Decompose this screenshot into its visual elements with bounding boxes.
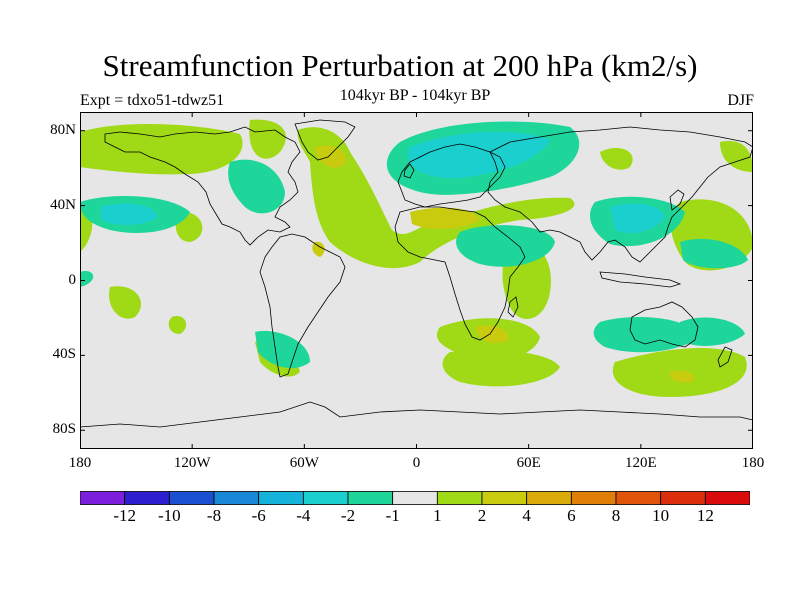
colorbar-label: 4 bbox=[522, 506, 531, 525]
new-zealand-outline bbox=[717, 346, 733, 368]
colorbar-swatch bbox=[615, 491, 662, 505]
colorbar-swatch bbox=[570, 491, 617, 505]
lon-label: 60E bbox=[516, 455, 541, 471]
colorbar-label: -4 bbox=[296, 506, 311, 525]
lon-label: 120W bbox=[173, 455, 211, 471]
colorbar-swatch bbox=[704, 491, 751, 505]
plot-title: Streamfunction Perturbation at 200 hPa (… bbox=[102, 48, 698, 83]
field-layer bbox=[80, 119, 753, 397]
colorbar-swatch bbox=[481, 491, 528, 505]
south-america-outline bbox=[259, 233, 346, 378]
colorbar-swatches bbox=[79, 491, 751, 505]
australia-outline bbox=[629, 301, 699, 348]
lat-label: 80S bbox=[52, 421, 76, 438]
colorbar-label: -1 bbox=[385, 506, 400, 525]
colorbar-label: 6 bbox=[567, 506, 576, 525]
negative-anomaly-2-4 bbox=[100, 131, 665, 234]
colorbar-swatch bbox=[79, 491, 126, 505]
lon-label: 180 bbox=[68, 455, 92, 471]
lon-label: 180 bbox=[741, 455, 765, 471]
colorbar-label: -12 bbox=[113, 506, 136, 525]
lon-label: 60W bbox=[289, 455, 319, 471]
experiment-label: Expt = tdxo51-tdwz51 bbox=[80, 92, 225, 109]
colorbar-swatch bbox=[436, 491, 483, 505]
colorbar-label: -6 bbox=[251, 506, 266, 525]
lat-label: 40N bbox=[50, 196, 76, 213]
colorbar-swatch bbox=[213, 491, 260, 505]
lon-label: 120E bbox=[624, 455, 657, 471]
positive-anomaly-1-2 bbox=[80, 119, 753, 397]
colorbar-label: -10 bbox=[157, 506, 181, 525]
streamfunction-map bbox=[80, 112, 753, 449]
colorbar-label: -2 bbox=[340, 506, 356, 525]
colorbar-swatch bbox=[302, 491, 349, 505]
colorbar-swatch bbox=[526, 491, 572, 505]
colorbar-swatch bbox=[124, 491, 170, 505]
antarctica-outline bbox=[80, 401, 753, 428]
colorbar-swatch bbox=[347, 491, 394, 505]
british-isles-outline bbox=[403, 163, 415, 179]
colorbar-label: 2 bbox=[477, 506, 487, 525]
japan-outline bbox=[669, 189, 685, 211]
lat-label: 40S bbox=[52, 346, 76, 363]
colorbar-swatch bbox=[258, 491, 304, 505]
positive-anomaly-2-4 bbox=[312, 145, 695, 383]
europe-outline bbox=[397, 143, 506, 208]
lon-label: 0 bbox=[412, 455, 421, 471]
colorbar-label: 10 bbox=[652, 506, 670, 525]
north-america-outline bbox=[104, 126, 301, 246]
colorbar bbox=[79, 491, 751, 505]
colorbar-label: 8 bbox=[611, 506, 621, 525]
africa-outline bbox=[394, 206, 526, 341]
coastline-layer bbox=[80, 119, 753, 428]
colorbar-swatch bbox=[392, 491, 438, 505]
asia-outline bbox=[487, 126, 753, 263]
map-panel bbox=[80, 112, 753, 449]
indonesia-outline bbox=[599, 271, 682, 288]
lat-label: 80N bbox=[50, 121, 76, 138]
colorbar-swatch bbox=[660, 491, 706, 505]
colorbar-label: 12 bbox=[696, 506, 714, 525]
madagascar-outline bbox=[507, 296, 519, 318]
season-label: DJF bbox=[727, 92, 754, 109]
lat-label: 0 bbox=[68, 271, 77, 288]
period-label: 104kyr BP - 104kyr BP bbox=[339, 87, 491, 104]
colorbar-swatch bbox=[168, 491, 215, 505]
colorbar-label: -8 bbox=[206, 506, 222, 525]
greenland-outline bbox=[294, 119, 356, 161]
tick-marks bbox=[80, 112, 753, 449]
colorbar-label: 1 bbox=[433, 506, 442, 525]
